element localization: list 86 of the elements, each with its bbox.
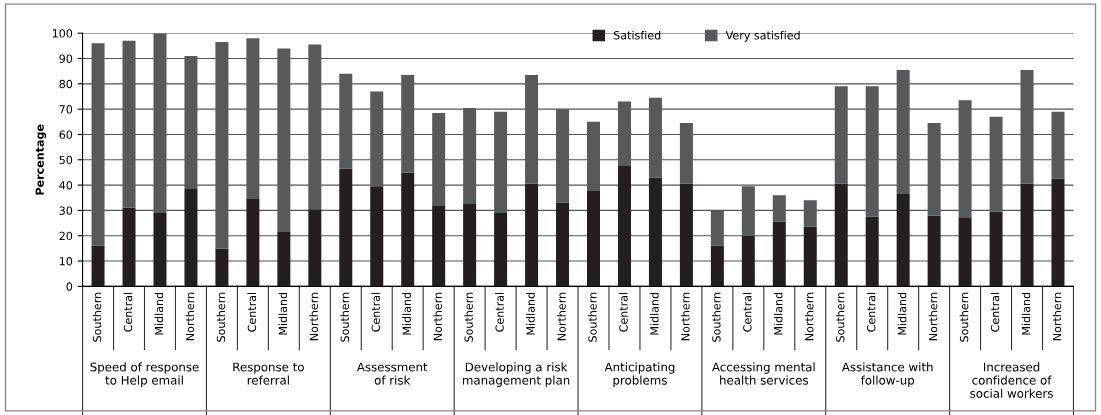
x-tick-label: Southern (340, 292, 350, 342)
bar (153, 212, 167, 287)
bar (246, 199, 260, 287)
bar (834, 183, 848, 287)
y-tick-label: 10 (59, 257, 73, 266)
x-tick-label: Central (495, 292, 504, 332)
bar (865, 216, 879, 287)
bar (927, 215, 941, 287)
text: Response to referral (233, 362, 304, 385)
x-tick-label: Central (990, 292, 1000, 332)
text: Assessment of risk (356, 362, 428, 385)
x-tick-label: Central (123, 292, 133, 332)
bar (215, 248, 229, 287)
x-tick-label: Central (619, 292, 628, 332)
bar (184, 188, 198, 287)
text: Accessing mental health services (712, 362, 815, 385)
x-tick-label: Southern (92, 292, 102, 342)
bar (277, 231, 291, 287)
bar (308, 209, 322, 287)
bar (463, 204, 477, 287)
bar (370, 186, 384, 287)
y-tick-label: 0 (66, 282, 73, 291)
bar (494, 212, 508, 287)
text: Speed of response to Help email (90, 362, 199, 387)
bar (958, 218, 972, 287)
x-tick-label: Midland (154, 292, 164, 335)
bar (772, 221, 786, 287)
x-tick-label: Central (866, 292, 876, 332)
x-tick-label: Midland (402, 292, 411, 335)
y-tick-label: 50 (59, 155, 73, 165)
x-tick-label: Southern (588, 292, 597, 342)
x-tick-label: Southern (216, 292, 226, 342)
y-tick-label: 30 (59, 206, 73, 215)
text: Increased confidence of social workers (970, 362, 1053, 398)
bar (989, 211, 1003, 287)
bar (587, 190, 601, 287)
x-tick-label: Central (742, 292, 752, 332)
bar (401, 172, 415, 287)
x-tick-label: Northern (557, 292, 566, 341)
x-tick-label: Southern (464, 292, 473, 342)
bar (648, 177, 662, 287)
x-tick-label: Northern (928, 292, 938, 341)
bar (896, 193, 910, 287)
x-tick-label: Central (371, 292, 380, 332)
bar (91, 245, 105, 287)
bar (679, 183, 693, 287)
x-tick-label: Northern (1052, 292, 1062, 341)
y-tick-label: 100 (52, 29, 73, 38)
x-tick-label: Northern (433, 292, 442, 341)
y-tick-label: 90 (59, 54, 73, 63)
x-tick-label: Midland (526, 292, 535, 335)
text: Assistance with follow-up (841, 362, 933, 387)
x-tick-label: Central (247, 292, 257, 332)
x-tick-label: Southern (711, 292, 721, 342)
bar (617, 166, 631, 287)
bar (122, 207, 136, 287)
text: Anticipating problems (604, 362, 675, 387)
bar (710, 245, 724, 287)
y-tick-label: 80 (59, 79, 73, 89)
text: Developing a risk management plan (463, 362, 570, 387)
x-tick-label: Northern (185, 292, 195, 341)
x-tick-label: Southern (959, 292, 969, 342)
legend-label: Satisfied (613, 30, 661, 40)
x-tick-label: Southern (835, 292, 845, 342)
x-tick-label: Midland (650, 292, 659, 335)
legend-label: Very satisfied (725, 30, 800, 42)
x-tick-label: Midland (278, 292, 288, 335)
x-tick-label: Northern (804, 292, 814, 341)
y-tick-label: 70 (59, 105, 73, 114)
bar (556, 202, 570, 287)
x-tick-label: Northern (309, 292, 319, 341)
y-tick-label: 20 (59, 231, 73, 241)
bar (432, 205, 446, 287)
bar (339, 168, 353, 287)
x-tick-label: Midland (1021, 292, 1031, 335)
bar (1020, 183, 1034, 287)
bar (741, 235, 755, 287)
y-axis-title: Percentage (35, 124, 47, 195)
x-tick-label: Midland (773, 292, 783, 335)
bar (803, 226, 817, 287)
bar (1051, 178, 1065, 287)
x-tick-label: Northern (681, 292, 690, 341)
x-tick-label: Midland (897, 292, 907, 335)
y-tick-label: 60 (59, 130, 73, 139)
bar (525, 183, 539, 287)
y-tick-label: 40 (59, 181, 73, 190)
